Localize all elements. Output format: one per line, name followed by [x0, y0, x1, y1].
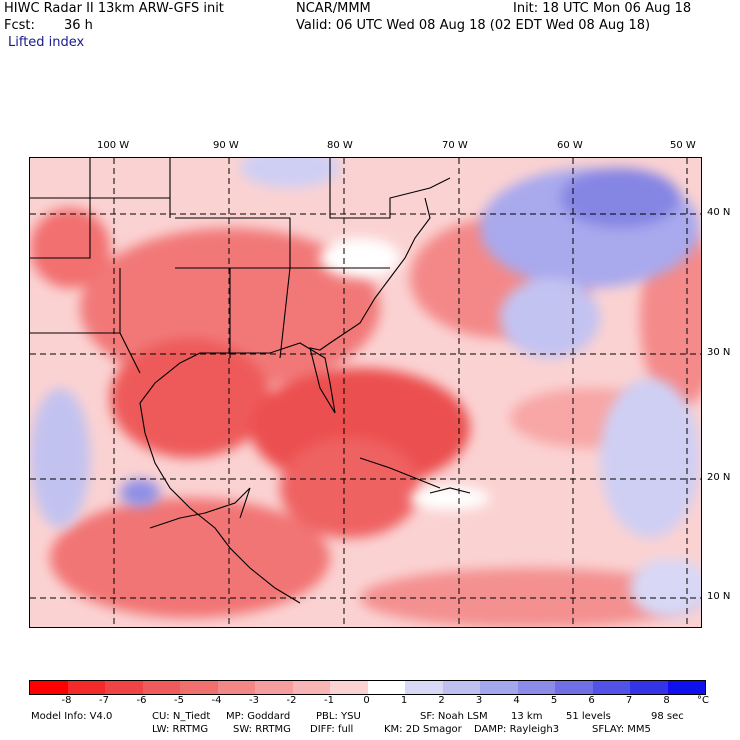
footer-km: KM: 2D Smagor: [384, 724, 462, 735]
colorbar-label: 3: [475, 695, 483, 706]
colorbar: [29, 680, 706, 695]
colorbar-label: -2: [286, 695, 297, 706]
footer-lw: LW: RRTMG: [152, 724, 209, 735]
colorbar-segment: [667, 681, 705, 694]
footer-diff: DIFF: full: [310, 724, 354, 735]
colorbar-label: -3: [249, 695, 259, 706]
lon-label-70w: 70 W: [442, 140, 468, 151]
colorbar-label: -4: [211, 695, 222, 706]
plot-title: HIWC Radar II 13km ARW-GFS init: [4, 1, 224, 16]
plot-org: NCAR/MMM: [296, 1, 371, 16]
colorbar-unit: °C: [697, 695, 709, 706]
colorbar-segment: [630, 681, 668, 694]
colorbar-segment: [330, 681, 368, 694]
lifted-index-map: [29, 157, 702, 628]
footer-levels: 51 levels: [566, 711, 611, 722]
colorbar-segment: [105, 681, 143, 694]
footer-cu: CU: N_Tiedt: [152, 711, 211, 722]
colorbar-label: -6: [136, 695, 147, 706]
footer-sw: SW: RRTMG: [233, 724, 291, 735]
colorbar-segment: [217, 681, 255, 694]
colorbar-segment: [142, 681, 180, 694]
footer-timestep: 98 sec: [651, 711, 684, 722]
latlon-grid: [30, 158, 701, 627]
lon-label-50w: 50 W: [670, 140, 696, 151]
footer-mp: MP: Goddard: [226, 711, 291, 722]
colorbar-label: 2: [438, 695, 445, 706]
lon-label-100w: 100 W: [97, 140, 130, 151]
lon-label-80w: 80 W: [327, 140, 353, 151]
lon-label-60w: 60 W: [557, 140, 583, 151]
map-svg: [30, 158, 701, 627]
colorbar-label: 5: [550, 695, 558, 706]
footer-sf: SF: Noah LSM: [420, 711, 488, 722]
colorbar-segment: [255, 681, 293, 694]
footer-model-info: Model Info: V4.0: [31, 711, 113, 722]
colorbar-segment: [555, 681, 593, 694]
colorbar-segment: [442, 681, 480, 694]
footer-damp: DAMP: Rayleigh3: [474, 724, 560, 735]
colorbar-segment: [180, 681, 218, 694]
colorbar-label: 6: [588, 695, 595, 706]
forecast-value: 36 h: [64, 18, 93, 33]
footer-pbl: PBL: YSU: [316, 711, 361, 722]
valid-time: Valid: 06 UTC Wed 08 Aug 18 (02 EDT Wed …: [296, 18, 651, 33]
colorbar-segment: [405, 681, 443, 694]
field-name: Lifted index: [8, 35, 85, 50]
colorbar-label: -1: [324, 695, 334, 706]
colorbar-label: -8: [61, 695, 72, 706]
colorbar-label: 8: [663, 695, 670, 706]
footer-sflay: SFLAY: MM5: [592, 724, 651, 735]
colorbar-label: -7: [99, 695, 109, 706]
colorbar-segment: [480, 681, 518, 694]
colorbar-segment: [367, 681, 405, 694]
lat-label-40n: 40 N: [707, 207, 731, 218]
stable-regions: [30, 158, 701, 618]
init-time: Init: 18 UTC Mon 06 Aug 18: [513, 1, 692, 16]
colorbar-segment: [292, 681, 330, 694]
colorbar-label: 7: [625, 695, 633, 706]
lat-label-10n: 10 N: [707, 591, 731, 602]
footer-resolution: 13 km: [511, 711, 543, 722]
colorbar-label: 4: [513, 695, 520, 706]
colorbar-label: 0: [363, 695, 370, 706]
colorbar-label: 1: [400, 695, 408, 706]
forecast-label: Fcst:: [4, 18, 35, 33]
colorbar-segment: [517, 681, 555, 694]
colorbar-segment: [592, 681, 630, 694]
lat-label-20n: 20 N: [707, 472, 731, 483]
coastlines: [30, 158, 471, 604]
colorbar-segment: [30, 681, 68, 694]
lon-label-90w: 90 W: [213, 140, 239, 151]
colorbar-segment: [67, 681, 105, 694]
colorbar-label: -5: [174, 695, 184, 706]
lat-label-30n: 30 N: [707, 347, 731, 358]
